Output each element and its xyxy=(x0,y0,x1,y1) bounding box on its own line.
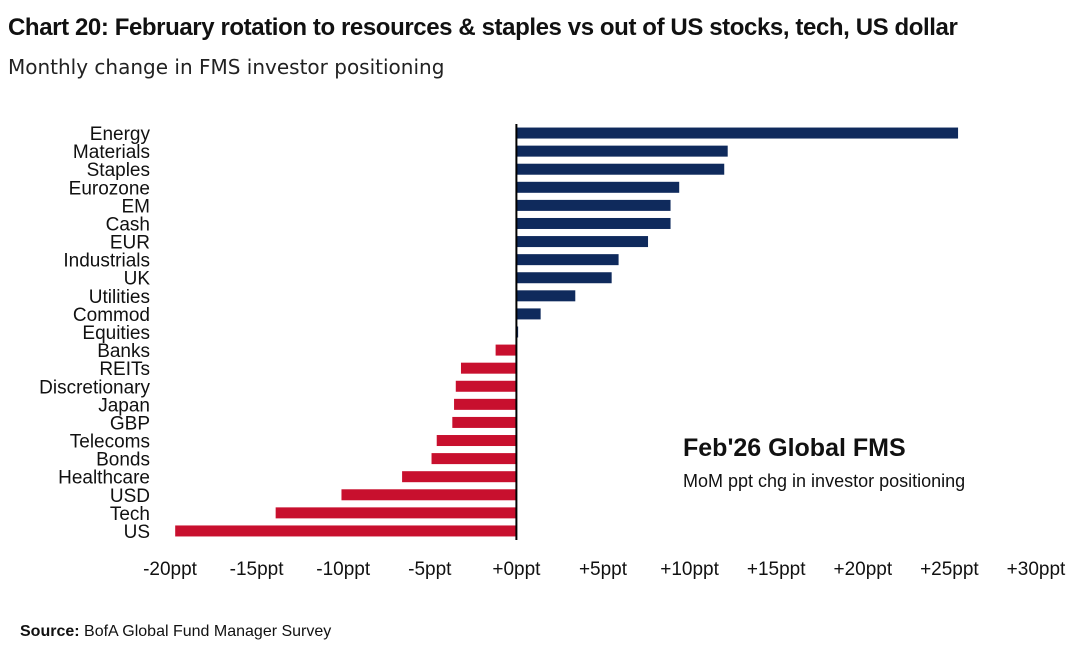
category-label: UK xyxy=(124,269,151,290)
source-note: Source: BofA Global Fund Manager Survey xyxy=(20,623,331,641)
bar-reits xyxy=(460,362,517,374)
bar-commod xyxy=(516,308,541,320)
category-label: Bonds xyxy=(96,450,150,471)
annotation-subtitle: MoM ppt chg in investor positioning xyxy=(683,471,965,491)
bar-banks xyxy=(495,344,517,356)
category-label: Industrials xyxy=(63,251,150,272)
annotation-title: Feb'26 Global FMS xyxy=(683,434,906,462)
category-label: Banks xyxy=(97,341,150,362)
bar-telecoms xyxy=(436,435,517,447)
category-label: Tech xyxy=(110,504,150,525)
category-label: Discretionary xyxy=(39,377,150,398)
bar-energy xyxy=(516,127,959,139)
x-tick-label: +0ppt xyxy=(492,559,541,580)
x-tick-label: -15ppt xyxy=(230,559,285,580)
category-label: GBP xyxy=(110,413,150,434)
x-tick-label: -10ppt xyxy=(316,559,371,580)
bar-staples xyxy=(516,163,725,175)
x-tick-label: +5ppt xyxy=(579,559,628,580)
x-tick-label: +25ppt xyxy=(920,559,979,580)
x-tick-label: -20ppt xyxy=(143,559,198,580)
category-label: US xyxy=(124,522,150,543)
category-label: Cash xyxy=(106,214,150,235)
x-tick-label: +30ppt xyxy=(1007,559,1066,580)
bar-cash xyxy=(516,217,671,229)
category-label: Materials xyxy=(73,142,150,163)
bar-em xyxy=(516,199,671,211)
bar-tech xyxy=(275,507,517,519)
category-label: Utilities xyxy=(89,287,150,308)
category-label: Eurozone xyxy=(69,178,150,199)
chart-subtitle: Monthly change in FMS investor positioni… xyxy=(8,55,445,79)
bar-utilities xyxy=(516,290,576,302)
bar-industrials xyxy=(516,254,619,266)
x-tick-label: -5ppt xyxy=(408,559,452,580)
category-label: REITs xyxy=(99,359,150,380)
bar-usd xyxy=(341,489,517,501)
bar-bonds xyxy=(431,453,517,465)
bar-japan xyxy=(454,398,517,410)
x-tick-label: +20ppt xyxy=(833,559,892,580)
category-label: Japan xyxy=(98,395,150,416)
bar-uk xyxy=(516,272,612,284)
source-text: BofA Global Fund Manager Survey xyxy=(84,623,332,640)
category-label: Commod xyxy=(73,305,150,326)
x-tick-label: +15ppt xyxy=(747,559,806,580)
bar-discretionary xyxy=(455,380,517,392)
bar-us xyxy=(175,525,517,537)
category-label: USD xyxy=(110,486,150,507)
x-tick-label: +10ppt xyxy=(660,559,719,580)
chart-title: Chart 20: February rotation to resources… xyxy=(8,14,958,41)
category-label: Staples xyxy=(87,160,150,181)
category-label: EM xyxy=(122,196,151,217)
category-label: Energy xyxy=(90,124,151,145)
bar-materials xyxy=(516,145,728,157)
category-label: Telecoms xyxy=(70,432,150,453)
bar-eurozone xyxy=(516,181,680,193)
bar-eur xyxy=(516,236,649,248)
bar-healthcare xyxy=(402,471,517,483)
category-label: Healthcare xyxy=(58,468,150,489)
source-label: Source: xyxy=(20,623,80,640)
category-label: EUR xyxy=(110,233,150,254)
category-label: Equities xyxy=(82,323,150,344)
bar-gbp xyxy=(452,416,517,428)
